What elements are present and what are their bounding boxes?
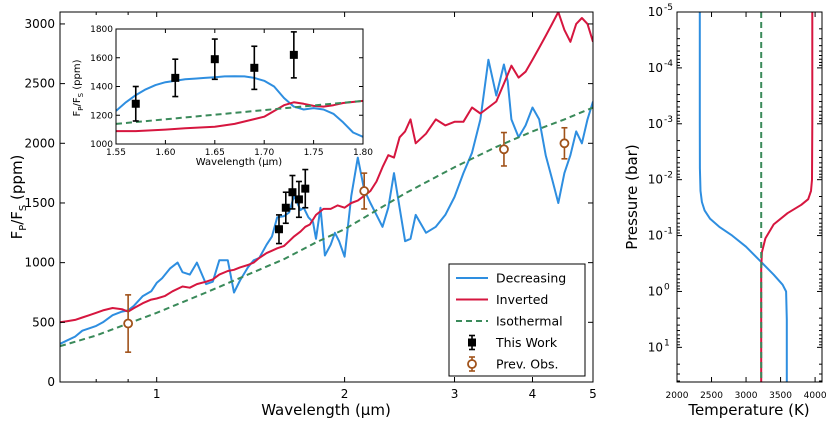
inset-point-this-work bbox=[289, 50, 298, 59]
inset-series-decreasing bbox=[116, 75, 363, 138]
main-ticks: 1 2 3 4 5 0 500 1000 1500 2000 2500 3000 bbox=[24, 12, 597, 401]
main-xtick-label: 2 bbox=[341, 387, 349, 401]
pt-xtick-label: 3500 bbox=[769, 391, 792, 401]
pt-ytick-label: 10 bbox=[648, 173, 663, 187]
main-point-this-work bbox=[281, 203, 290, 212]
inset-point-this-work bbox=[131, 99, 140, 108]
pt-ytick-label: 10 bbox=[648, 117, 663, 131]
pt-ytick-exponent: -2 bbox=[664, 171, 673, 181]
pt-xlabel: Temperature (K) bbox=[687, 401, 809, 419]
main-ytick-label: 2500 bbox=[24, 77, 55, 91]
main-ytick-label: 1000 bbox=[24, 256, 55, 270]
main-point-prev-obs bbox=[499, 144, 509, 155]
pt-ytick-exponent: 0 bbox=[664, 282, 670, 292]
main-xtick-label: 4 bbox=[529, 387, 537, 401]
main-ytick-label: 0 bbox=[47, 375, 55, 389]
main-point-this-work bbox=[274, 225, 283, 234]
inset-xtick-label: 1.75 bbox=[304, 148, 324, 158]
main-series-inverted bbox=[60, 12, 593, 324]
inset-xlabel: Wavelength (μm) bbox=[196, 157, 283, 168]
legend-swatch-prev-obs bbox=[467, 359, 477, 369]
inset-plot-frame bbox=[115, 28, 364, 145]
pt-panel: 2000 2500 3000 3500 400010-510-410-310-210-1… bbox=[623, 3, 827, 419]
pt-series-layer bbox=[698, 12, 814, 382]
legend-label-inverted: Inverted bbox=[496, 292, 548, 307]
pt-xtick-label: 2500 bbox=[700, 391, 723, 401]
inset-panel: 1.55 1.60 1.65 1.70 1.75 1.80 1000 1200 1400 1600… bbox=[72, 25, 373, 168]
inset-ytick-label: 1600 bbox=[90, 54, 113, 64]
pt-ytick-exponent: -4 bbox=[664, 59, 673, 69]
inset-xtick-label: 1.55 bbox=[106, 148, 126, 158]
main-series-decreasing bbox=[60, 58, 593, 345]
main-series-layer bbox=[60, 12, 593, 348]
legend-label-isothermal: Isothermal bbox=[496, 314, 563, 329]
inset-xtick-label: 1.60 bbox=[155, 148, 175, 158]
inset-point-this-work bbox=[171, 73, 180, 82]
main-point-prev-obs bbox=[123, 318, 134, 329]
inset-xtick-label: 1.70 bbox=[254, 148, 274, 158]
pt-ytick-label: 10 bbox=[648, 229, 663, 243]
pt-ytick-exponent: -1 bbox=[664, 227, 673, 237]
inset-points-layer bbox=[131, 31, 298, 122]
pt-ytick-exponent: 1 bbox=[664, 338, 670, 348]
inset-xtick-label: 1.80 bbox=[353, 148, 373, 158]
pt-ytick-exponent: -5 bbox=[664, 3, 673, 13]
legend-label-decreasing: Decreasing bbox=[496, 271, 566, 286]
inset-series-layer bbox=[116, 75, 363, 138]
pt-ylabel: Pressure (bar) bbox=[623, 144, 641, 249]
main-ytick-label: 2000 bbox=[24, 136, 55, 150]
inset-point-this-work bbox=[210, 55, 219, 64]
main-xtick-label: 1 bbox=[153, 387, 161, 401]
pt-plot-frame bbox=[676, 11, 823, 383]
legend: Decreasing Inverted Isothermal This Work Pre… bbox=[448, 263, 586, 377]
main-series-isothermal bbox=[60, 106, 593, 348]
pt-xtick-label: 3000 bbox=[735, 391, 758, 401]
inset-ytick-label: 1400 bbox=[90, 83, 113, 93]
pt-ytick-label: 10 bbox=[648, 5, 663, 19]
inset-series-isothermal bbox=[116, 99, 363, 125]
main-points-layer bbox=[123, 126, 570, 353]
main-xlabel: Wavelength (μm) bbox=[261, 401, 391, 419]
legend-swatch-this-work bbox=[468, 338, 476, 347]
inset-ytick-label: 1200 bbox=[90, 111, 113, 121]
main-ylabel: FP/FS (ppm) bbox=[8, 155, 29, 240]
inset-series-inverted bbox=[116, 99, 363, 133]
pt-ytick-exponent: -3 bbox=[664, 115, 673, 125]
main-ytick-label: 500 bbox=[32, 315, 55, 329]
main-ytick-label: 1500 bbox=[24, 196, 55, 210]
inset-ylabel: FP/FS (ppm) bbox=[72, 59, 85, 116]
pt-ytick-label: 10 bbox=[648, 340, 663, 354]
main-plot-frame bbox=[59, 11, 594, 383]
pt-xtick-label: 4000 bbox=[804, 391, 827, 401]
pt-xtick-label: 2000 bbox=[666, 391, 689, 401]
pt-series-decreasing bbox=[698, 12, 788, 382]
main-xtick-label: 5 bbox=[589, 387, 597, 401]
inset-ytick-label: 1800 bbox=[90, 25, 113, 35]
pt-ytick-label: 10 bbox=[648, 284, 663, 298]
main-point-prev-obs bbox=[559, 138, 570, 149]
inset-ticks: 1.55 1.60 1.65 1.70 1.75 1.80 1000 1200 1400 1600… bbox=[90, 25, 373, 158]
inset-xtick-label: 1.65 bbox=[205, 148, 225, 158]
inset-ytick-label: 1000 bbox=[90, 140, 113, 150]
legend-label-this-work: This Work bbox=[495, 335, 558, 350]
pt-ytick-label: 10 bbox=[648, 61, 663, 75]
main-point-prev-obs bbox=[359, 186, 370, 196]
legend-label-prev-obs: Prev. Obs. bbox=[496, 357, 559, 372]
inset-point-this-work bbox=[250, 63, 259, 72]
main-point-this-work bbox=[294, 195, 303, 204]
main-ytick-label: 3000 bbox=[24, 17, 55, 31]
main-xtick-label: 3 bbox=[451, 387, 459, 401]
main-point-this-work bbox=[301, 184, 310, 193]
main-point-this-work bbox=[288, 188, 297, 197]
